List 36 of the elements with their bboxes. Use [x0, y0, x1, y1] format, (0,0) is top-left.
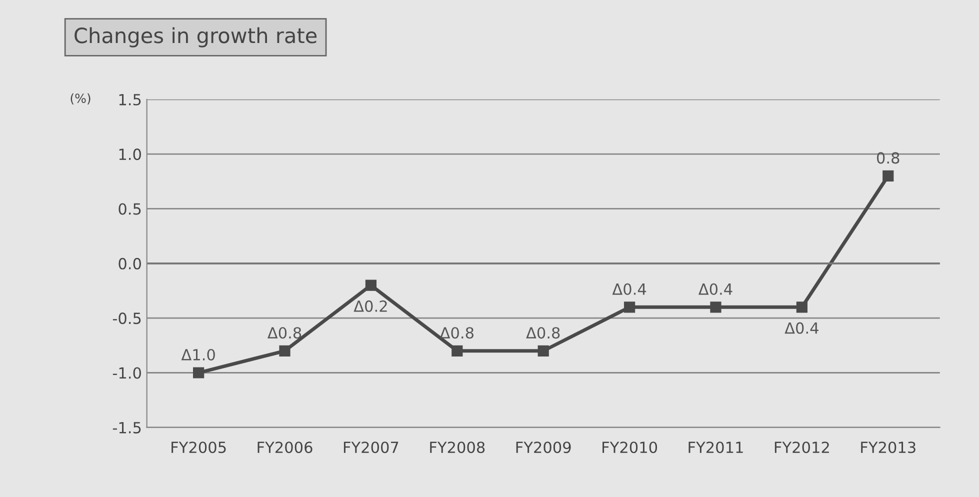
data-label: Δ0.4 [698, 283, 732, 295]
point [882, 170, 894, 182]
point [193, 367, 204, 378]
y-tick-label: 1.0 [119, 148, 141, 160]
x-tick-label: FY2009 [516, 442, 571, 454]
x-tick-label: FY2010 [602, 442, 658, 454]
x-tick-label: FY2008 [430, 442, 485, 454]
data-label: Δ0.2 [354, 300, 387, 312]
data-label: 0.8 [876, 152, 900, 164]
x-tick-label: FY2012 [774, 442, 829, 454]
x-tick-label: FY2006 [258, 442, 312, 454]
data-label: Δ0.8 [268, 327, 302, 339]
data-label: Δ1.0 [181, 348, 215, 361]
y-tick-label: 1.5 [119, 94, 141, 106]
data-label: Δ0.8 [526, 327, 560, 339]
x-tick-label: FY2005 [172, 442, 226, 454]
point [365, 280, 377, 291]
y-axis-title: (%) [70, 93, 90, 104]
y-tick-label: -0.5 [112, 312, 141, 324]
data-label: Δ0.4 [612, 283, 646, 295]
x-tick-label: FY2013 [861, 442, 916, 454]
point [710, 302, 722, 313]
y-tick-label: -1.5 [112, 422, 141, 434]
point [452, 345, 463, 356]
data-label: Δ0.4 [784, 322, 818, 334]
y-tick-label: 0.5 [118, 203, 141, 215]
point [624, 302, 636, 313]
point [796, 302, 808, 313]
point [538, 345, 549, 356]
y-tick-label: 0.0 [118, 258, 141, 270]
point [279, 345, 290, 356]
x-tick-label: FY2011 [688, 442, 743, 454]
data-label: Δ0.8 [440, 327, 474, 339]
chart-title: Changes in growth rate [74, 27, 317, 48]
x-tick-label: FY2007 [344, 442, 398, 454]
y-tick-label: -1.0 [112, 367, 141, 379]
